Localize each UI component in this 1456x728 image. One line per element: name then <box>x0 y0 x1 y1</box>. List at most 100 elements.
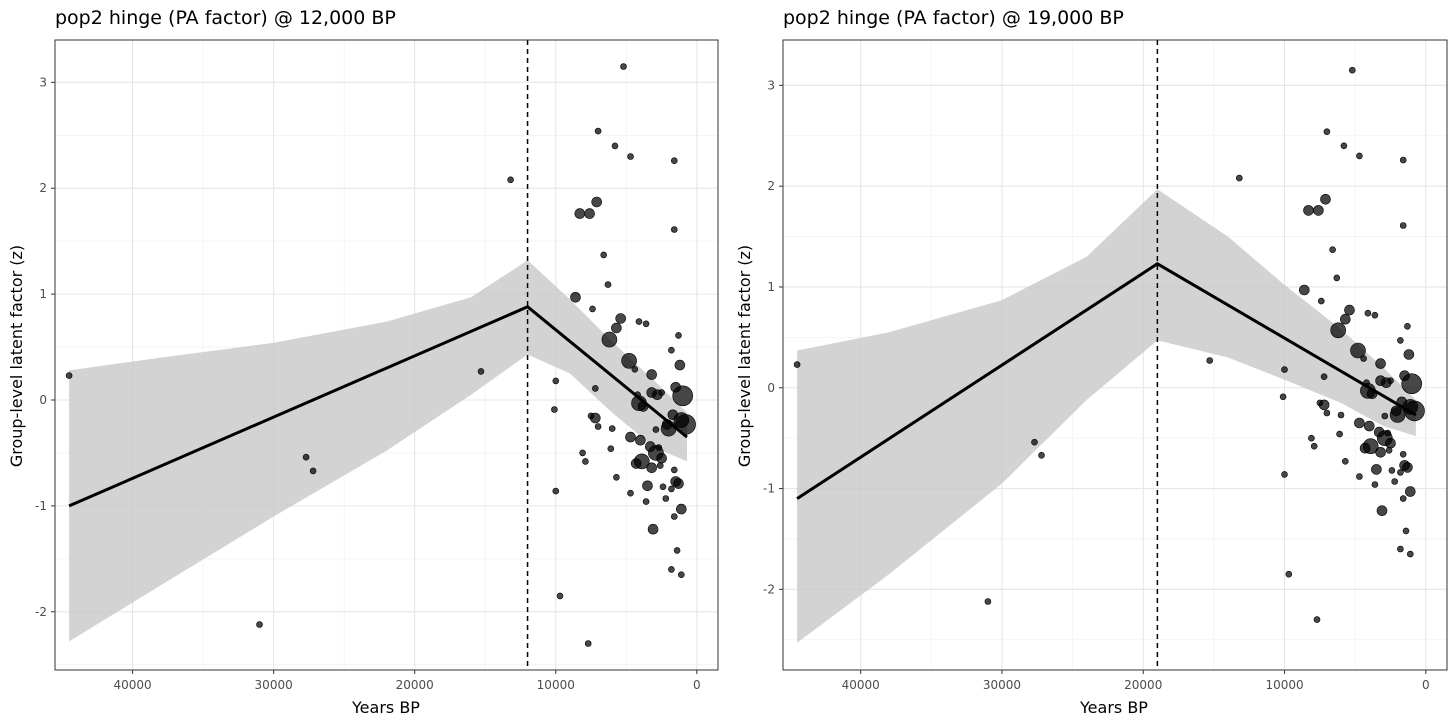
data-point <box>615 313 627 324</box>
data-point <box>607 445 615 453</box>
right-plot-area: 40000 30000 20000 10000 0 -2 -1 0 1 2 3 <box>763 39 1448 692</box>
data-point <box>1402 527 1410 535</box>
data-point <box>1285 570 1293 578</box>
data-point <box>600 251 608 259</box>
data-point <box>646 462 658 474</box>
data-point <box>675 503 687 515</box>
data-point <box>1313 205 1324 216</box>
data-point <box>1318 399 1330 411</box>
data-point <box>1340 313 1351 325</box>
data-point <box>1391 478 1398 485</box>
data-point <box>601 331 618 348</box>
left-panel: 40000 30000 20000 10000 0 -2 -1 0 1 2 3 pop2 hinge… <box>7 7 719 717</box>
data-point <box>1038 451 1045 459</box>
data-point <box>1320 373 1328 381</box>
data-point <box>1364 420 1375 432</box>
data-point <box>1281 471 1288 478</box>
data-point <box>1337 411 1345 419</box>
data-point <box>1279 393 1287 401</box>
data-point <box>656 452 667 464</box>
data-point <box>552 377 560 385</box>
data-point <box>1323 409 1331 417</box>
data-point <box>1371 481 1379 488</box>
data-point <box>556 592 564 600</box>
data-point <box>1385 446 1393 454</box>
y-tick-label: 1 <box>39 287 47 301</box>
right-panel-title: pop2 hinge (PA factor) @ 19,000 BP <box>783 7 1124 29</box>
data-point <box>1349 66 1356 74</box>
left-panel-title: pop2 hinge (PA factor) @ 12,000 BP <box>55 7 396 29</box>
data-point <box>552 487 560 495</box>
data-point <box>642 480 653 492</box>
data-point <box>589 305 596 313</box>
data-point <box>658 389 665 396</box>
data-point <box>646 369 658 380</box>
x-tick-label: 20000 <box>1124 678 1162 692</box>
data-point <box>662 495 670 502</box>
data-point <box>1375 446 1386 458</box>
data-point <box>477 368 485 375</box>
data-point <box>1371 311 1379 319</box>
data-point <box>551 406 558 413</box>
data-point <box>1333 274 1341 282</box>
data-point <box>674 359 686 371</box>
data-point <box>1299 284 1310 296</box>
data-point <box>670 513 678 520</box>
data-point <box>1405 486 1416 497</box>
y-tick-label: 2 <box>39 181 47 195</box>
data-point <box>1403 349 1415 360</box>
data-point <box>642 498 650 505</box>
confidence-ribbon <box>69 260 688 642</box>
data-point <box>677 571 685 579</box>
data-point <box>668 566 675 573</box>
data-point <box>613 473 620 481</box>
data-point <box>611 322 622 334</box>
y-tick-label: -2 <box>763 582 775 596</box>
data-point <box>675 332 682 339</box>
right-y-axis-title: Group-level latent factor (z) <box>735 245 754 467</box>
data-point <box>1303 205 1314 216</box>
x-tick-label: 30000 <box>983 678 1021 692</box>
left-panel-border <box>54 39 719 671</box>
y-tick-label: 0 <box>39 393 47 407</box>
data-point <box>594 423 602 430</box>
hinge-fit-line <box>796 262 1417 500</box>
data-point <box>668 346 675 354</box>
data-point <box>627 489 634 497</box>
data-point <box>1381 412 1389 420</box>
data-point <box>1404 400 1425 422</box>
data-point <box>1031 438 1038 446</box>
data-point <box>302 453 310 461</box>
data-point <box>1360 355 1367 362</box>
data-point <box>620 63 627 70</box>
y-tick-label: 3 <box>39 75 47 89</box>
right-panel-border <box>782 39 1448 671</box>
data-point <box>594 127 602 135</box>
data-point <box>656 462 664 469</box>
data-point <box>635 434 646 446</box>
data-point <box>604 281 612 288</box>
data-point <box>670 157 678 164</box>
data-point <box>1407 550 1414 558</box>
data-point <box>1404 322 1411 330</box>
data-point <box>670 466 678 474</box>
data-point <box>1320 194 1331 205</box>
confidence-ribbon <box>797 189 1416 643</box>
data-point <box>625 431 636 443</box>
right-panel: 40000 30000 20000 10000 0 -2 -1 0 1 2 3 pop2 hinge… <box>735 7 1448 717</box>
x-tick-label: 40000 <box>113 678 151 692</box>
data-point <box>1330 322 1346 339</box>
data-point <box>631 365 639 373</box>
data-point <box>647 523 659 535</box>
x-tick-label: 20000 <box>396 678 434 692</box>
data-point <box>1318 297 1325 305</box>
data-point <box>1364 309 1372 317</box>
data-point <box>1356 473 1363 480</box>
data-point <box>1329 246 1336 253</box>
left-plot-area: 40000 30000 20000 10000 0 -2 -1 0 1 2 3 <box>35 39 719 692</box>
data-point <box>1399 495 1407 502</box>
data-point <box>1308 434 1315 442</box>
x-tick-label: 10000 <box>537 678 575 692</box>
data-point <box>1354 417 1365 429</box>
data-point <box>635 318 643 325</box>
